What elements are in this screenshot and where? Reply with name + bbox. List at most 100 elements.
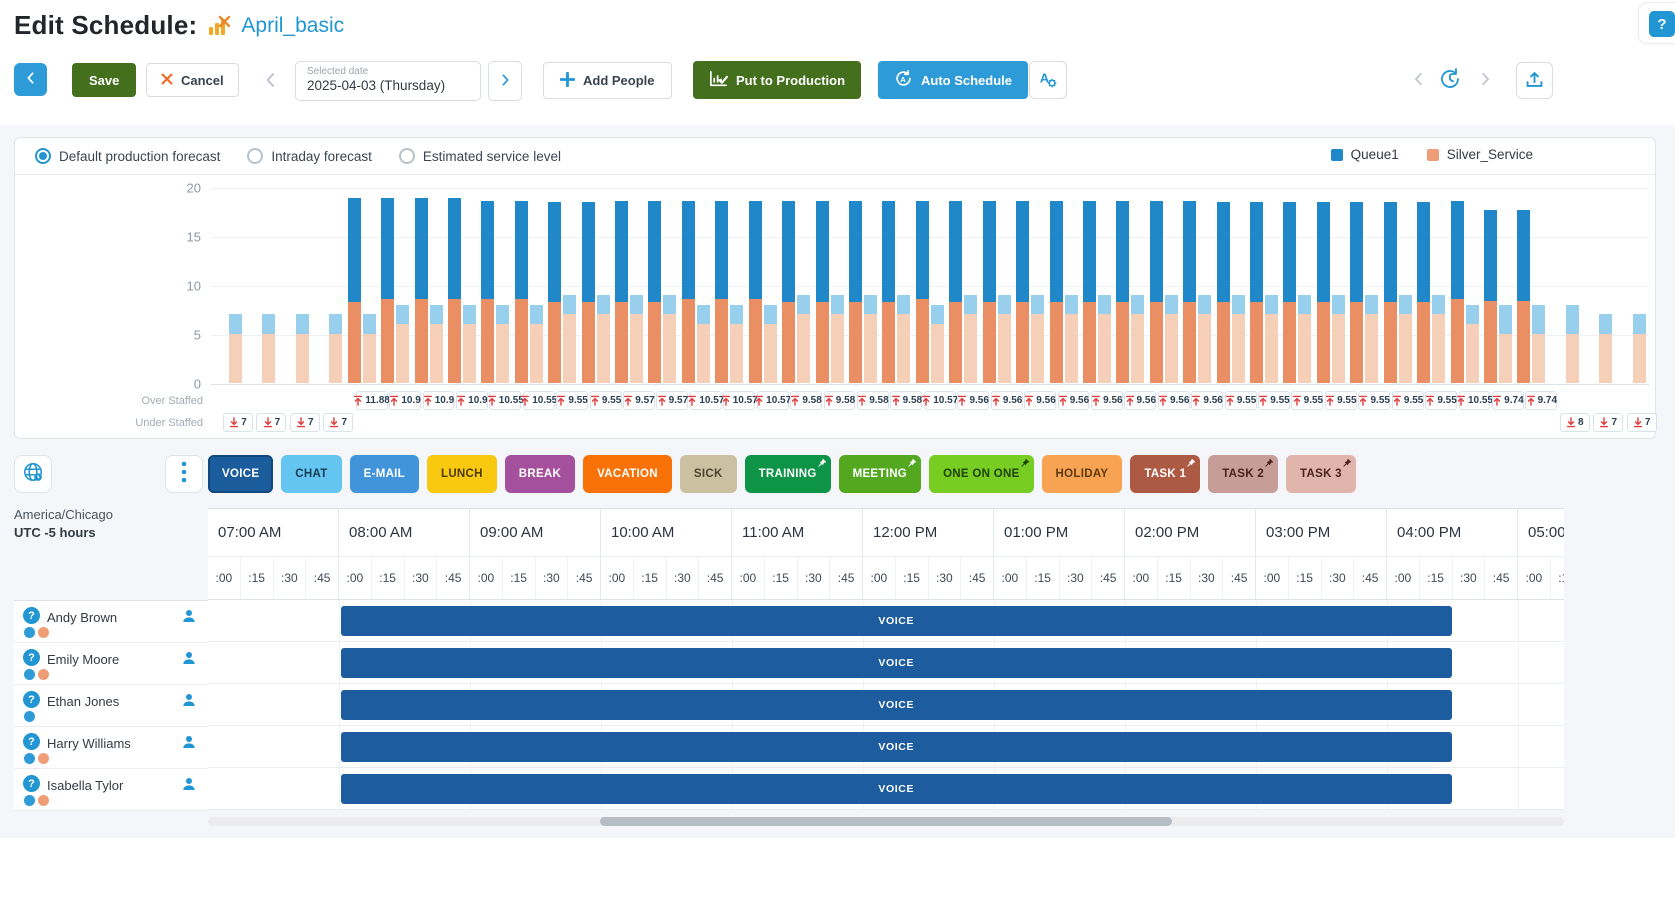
forecast-chart-card: Default production forecast Intraday fore…: [14, 137, 1657, 439]
save-button[interactable]: Save: [72, 63, 137, 97]
scheduled-silver-segment: [462, 324, 476, 383]
scheduled-queue1-segment: [229, 314, 242, 334]
activity-button-task-1[interactable]: TASK 1: [1130, 455, 1201, 493]
help-circle-icon[interactable]: ?: [23, 775, 40, 792]
arrow-down-icon: [1633, 417, 1643, 428]
activity-button-training[interactable]: TRAINING: [744, 455, 831, 493]
over-staffed-value: 9.56: [1090, 391, 1123, 410]
scrollbar-thumb[interactable]: [600, 817, 1172, 826]
legend-item-1: Silver_Service: [1426, 147, 1533, 162]
arrow-up-icon: [1358, 395, 1368, 406]
shift-bar-voice[interactable]: VOICE: [341, 606, 1452, 636]
kebab-menu-button[interactable]: [165, 455, 203, 493]
agent-settings-button[interactable]: A: [1029, 61, 1067, 99]
add-people-button[interactable]: Add People: [543, 62, 672, 99]
quarter-header-cell: :45: [568, 557, 601, 599]
over-staffed-value: 9.55: [556, 391, 589, 410]
cancel-button[interactable]: Cancel: [146, 63, 239, 97]
person-icon[interactable]: [181, 650, 197, 666]
person-icon[interactable]: [181, 608, 197, 624]
history-clock-icon[interactable]: [1438, 67, 1462, 96]
schedule-timeline-row: VOICE: [208, 600, 1564, 642]
employee-row: ? Andy Brown: [14, 601, 208, 643]
forecast-option-2[interactable]: Estimated service level: [398, 148, 561, 164]
activity-button-one-on-one[interactable]: ONE ON ONE: [929, 455, 1034, 493]
forecast-bar: [1049, 200, 1063, 383]
employee-row: ? Ethan Jones: [14, 685, 208, 727]
forecast-queue1-segment: [748, 200, 762, 299]
previous-date-button[interactable]: [261, 69, 281, 96]
scheduled-queue1-segment: [1198, 294, 1212, 315]
forecast-queue1-segment: [1283, 201, 1297, 302]
activity-button-vacation[interactable]: VACATION: [583, 455, 672, 493]
scheduled-silver-segment: [1331, 314, 1345, 383]
forecast-silver-segment: [1417, 301, 1431, 383]
scheduled-queue1-segment: [429, 304, 443, 325]
under-staffed-value: 7: [323, 413, 354, 432]
forecast-queue1-segment: [1049, 200, 1063, 302]
activity-button-break[interactable]: BREAK: [504, 455, 576, 493]
forecast-queue1-segment: [1350, 201, 1364, 302]
over-staffed-value: 9.58: [890, 391, 923, 410]
history-forward-button[interactable]: [1476, 69, 1494, 94]
selected-date-field[interactable]: Selected date 2025-04-03 (Thursday): [295, 61, 481, 101]
back-button[interactable]: [14, 63, 47, 96]
forecast-bar: [1383, 201, 1397, 383]
forecast-silver-segment: [1450, 298, 1464, 383]
person-icon[interactable]: [181, 734, 197, 750]
forecast-silver-segment: [949, 301, 963, 383]
activity-button-lunch[interactable]: LUNCH: [427, 455, 497, 493]
hour-header-cell: 02:00 PM: [1125, 509, 1256, 556]
scheduled-bar: [930, 304, 944, 383]
arrow-up-icon: [657, 395, 667, 406]
forecast-silver-segment: [548, 301, 562, 383]
timezone-globe-button[interactable]: [14, 455, 52, 493]
help-circle-icon[interactable]: ?: [23, 733, 40, 750]
hour-header-row: 07:00 AM 08:00 AM 09:00 AM 10:00 AM 11:00 AM…: [208, 508, 1564, 556]
hour-gridline: [1518, 642, 1519, 683]
legend-label: Queue1: [1350, 147, 1399, 162]
shift-bar-voice[interactable]: VOICE: [341, 648, 1452, 678]
help-icon[interactable]: ?: [1649, 11, 1675, 37]
auto-schedule-button[interactable]: A Auto Schedule: [878, 61, 1029, 99]
activity-label: LUNCH: [441, 468, 483, 480]
activity-button-task-2[interactable]: TASK 2: [1208, 455, 1279, 493]
help-circle-icon[interactable]: ?: [23, 607, 40, 624]
forecast-silver-segment: [1383, 301, 1397, 383]
hour-gridline: [1518, 684, 1519, 725]
activity-button-voice[interactable]: VOICE: [208, 455, 274, 493]
shift-bar-voice[interactable]: VOICE: [341, 690, 1452, 720]
scheduled-queue1-segment: [1532, 304, 1546, 334]
over-staffed-value: 9.57: [656, 391, 689, 410]
export-button[interactable]: [1516, 62, 1553, 99]
history-back-button[interactable]: [1410, 69, 1428, 94]
help-circle-icon[interactable]: ?: [23, 691, 40, 708]
activity-button-sick[interactable]: SICK: [679, 455, 737, 493]
activity-button-task-3[interactable]: TASK 3: [1286, 455, 1356, 493]
activity-button-holiday[interactable]: HOLIDAY: [1041, 455, 1123, 493]
person-icon[interactable]: [181, 692, 197, 708]
schedule-name[interactable]: April_basic: [241, 13, 345, 37]
shift-bar-voice[interactable]: VOICE: [341, 732, 1452, 762]
shift-bar-label: VOICE: [878, 699, 915, 711]
scheduled-bar: [897, 294, 911, 383]
help-circle-icon[interactable]: ?: [23, 649, 40, 666]
forecast-option-1[interactable]: Intraday forecast: [247, 148, 372, 164]
scheduled-queue1-segment: [329, 314, 343, 334]
put-to-production-button[interactable]: Put to Production: [693, 61, 862, 99]
quarter-header-cell: :45: [306, 557, 339, 599]
scheduled-silver-segment: [262, 334, 276, 383]
shift-bar-voice[interactable]: VOICE: [341, 774, 1452, 804]
scheduled-bar: [329, 314, 343, 383]
legend-item-0: Queue1: [1330, 147, 1399, 162]
scheduled-queue1-segment: [529, 304, 543, 325]
activity-button-e-mail[interactable]: E-MAIL: [349, 455, 419, 493]
activity-button-chat[interactable]: CHAT: [281, 455, 342, 493]
forecast-queue1-segment: [481, 200, 495, 299]
quarter-header-cell: :00: [208, 557, 241, 599]
activity-button-meeting[interactable]: MEETING: [838, 455, 922, 493]
forecast-option-0[interactable]: Default production forecast: [35, 148, 220, 164]
forecast-queue1-segment: [1383, 201, 1397, 302]
next-date-button[interactable]: [488, 61, 522, 101]
person-icon[interactable]: [181, 776, 197, 792]
